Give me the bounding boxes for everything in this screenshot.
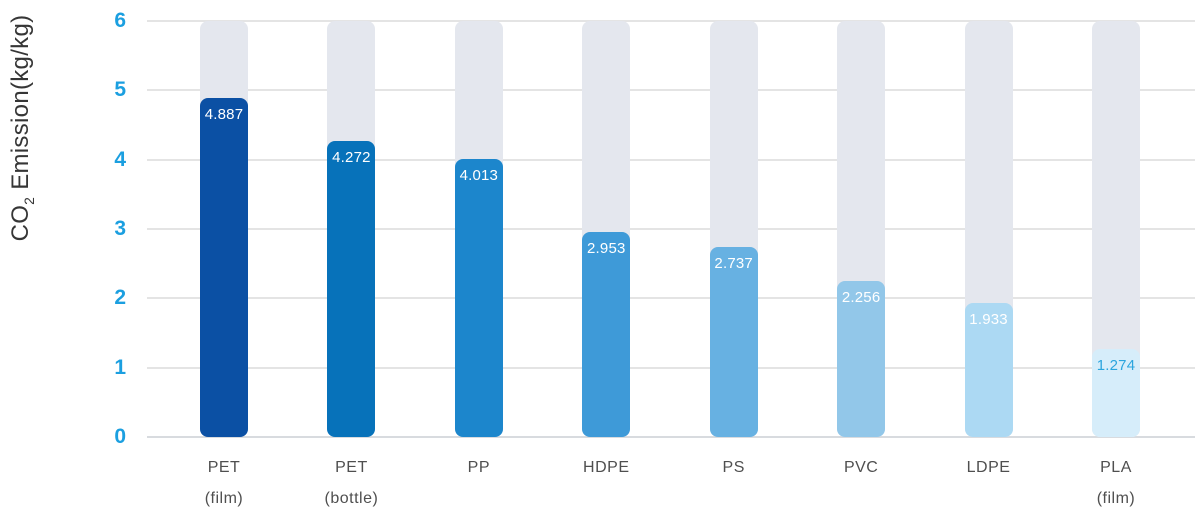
bar-value-label: 2.953 bbox=[587, 240, 626, 258]
bar-track: 4.272 bbox=[327, 21, 376, 437]
bar-value-label: 4.013 bbox=[459, 166, 499, 184]
bar-pp: 4.013 bbox=[454, 158, 503, 437]
y-axis-title-subscript: 2 bbox=[20, 196, 37, 205]
y-tick-label: 1 bbox=[114, 355, 126, 379]
y-tick-label: 2 bbox=[114, 286, 126, 310]
x-category-label-line: PLA bbox=[1100, 459, 1132, 476]
y-axis-title: CO2 Emission(kg/kg) bbox=[6, 0, 37, 268]
bar-track: 1.274 bbox=[1092, 21, 1140, 437]
x-category-label-line: (film) bbox=[1096, 490, 1136, 507]
bar-track: 4.013 bbox=[454, 21, 503, 437]
bar-value-label: 4.272 bbox=[332, 148, 371, 166]
gridline bbox=[147, 297, 1195, 300]
x-category-label: HDPE bbox=[541, 452, 671, 483]
x-category-label: PET (film) bbox=[159, 452, 289, 510]
bar-value-label: 2.737 bbox=[714, 255, 753, 273]
y-tick-label: 6 bbox=[114, 9, 126, 32]
x-category-label: PET (bottle) bbox=[286, 452, 416, 510]
bar-value-label: 1.933 bbox=[969, 310, 1008, 328]
bar-value-label: 4.887 bbox=[204, 106, 244, 124]
x-category-label-line: PS bbox=[722, 459, 745, 476]
y-axis-title-suffix: Emission(kg/kg) bbox=[7, 14, 34, 197]
bar-pet-bottle: 4.272 bbox=[327, 140, 376, 437]
bar-pvc: 2.256 bbox=[837, 280, 886, 437]
bar-hdpe: 2.953 bbox=[582, 232, 631, 437]
x-category-label: PS bbox=[669, 452, 799, 483]
bar-value-label: 2.256 bbox=[841, 288, 881, 306]
x-category-label: PVC bbox=[796, 452, 926, 483]
x-category-label-line: PP bbox=[467, 459, 491, 476]
y-tick-label: 3 bbox=[114, 217, 126, 240]
x-axis-baseline bbox=[147, 436, 1195, 438]
y-tick-label: 0 bbox=[114, 425, 126, 448]
y-tick-label: 5 bbox=[114, 78, 126, 102]
x-category-label: PLA (film) bbox=[1051, 452, 1181, 510]
y-tick-label: 4 bbox=[114, 147, 126, 171]
bar-pla-film: 1.274 bbox=[1092, 348, 1140, 437]
bar-value-label: 1.274 bbox=[1096, 356, 1136, 374]
x-category-label-line: LDPE bbox=[966, 459, 1011, 476]
gridline bbox=[147, 228, 1195, 230]
x-category-label-line: (bottle) bbox=[324, 490, 379, 507]
bar-track: 2.953 bbox=[582, 21, 631, 437]
x-category-label-line: PET bbox=[335, 459, 368, 476]
x-category-label: LDPE bbox=[924, 452, 1054, 483]
bar-track: 4.887 bbox=[200, 21, 248, 437]
gridline bbox=[147, 89, 1195, 92]
bar-ps: 2.737 bbox=[709, 247, 758, 437]
bar-track: 1.933 bbox=[964, 21, 1013, 437]
x-category-label-line: PVC bbox=[843, 459, 879, 476]
y-axis-title-prefix: CO bbox=[7, 204, 34, 242]
bar-pet-film: 4.887 bbox=[200, 98, 248, 437]
gridline bbox=[147, 366, 1195, 369]
bar-track: 2.256 bbox=[837, 21, 886, 437]
x-category-label-line: HDPE bbox=[583, 459, 630, 476]
bar-ldpe: 1.933 bbox=[964, 302, 1013, 437]
x-category-label-line: (film) bbox=[204, 490, 244, 507]
x-category-label: PP bbox=[414, 452, 544, 483]
gridline bbox=[147, 20, 1195, 22]
gridline bbox=[147, 158, 1195, 161]
x-category-label-line: PET bbox=[207, 459, 241, 476]
bar-track: 2.737 bbox=[709, 21, 758, 437]
